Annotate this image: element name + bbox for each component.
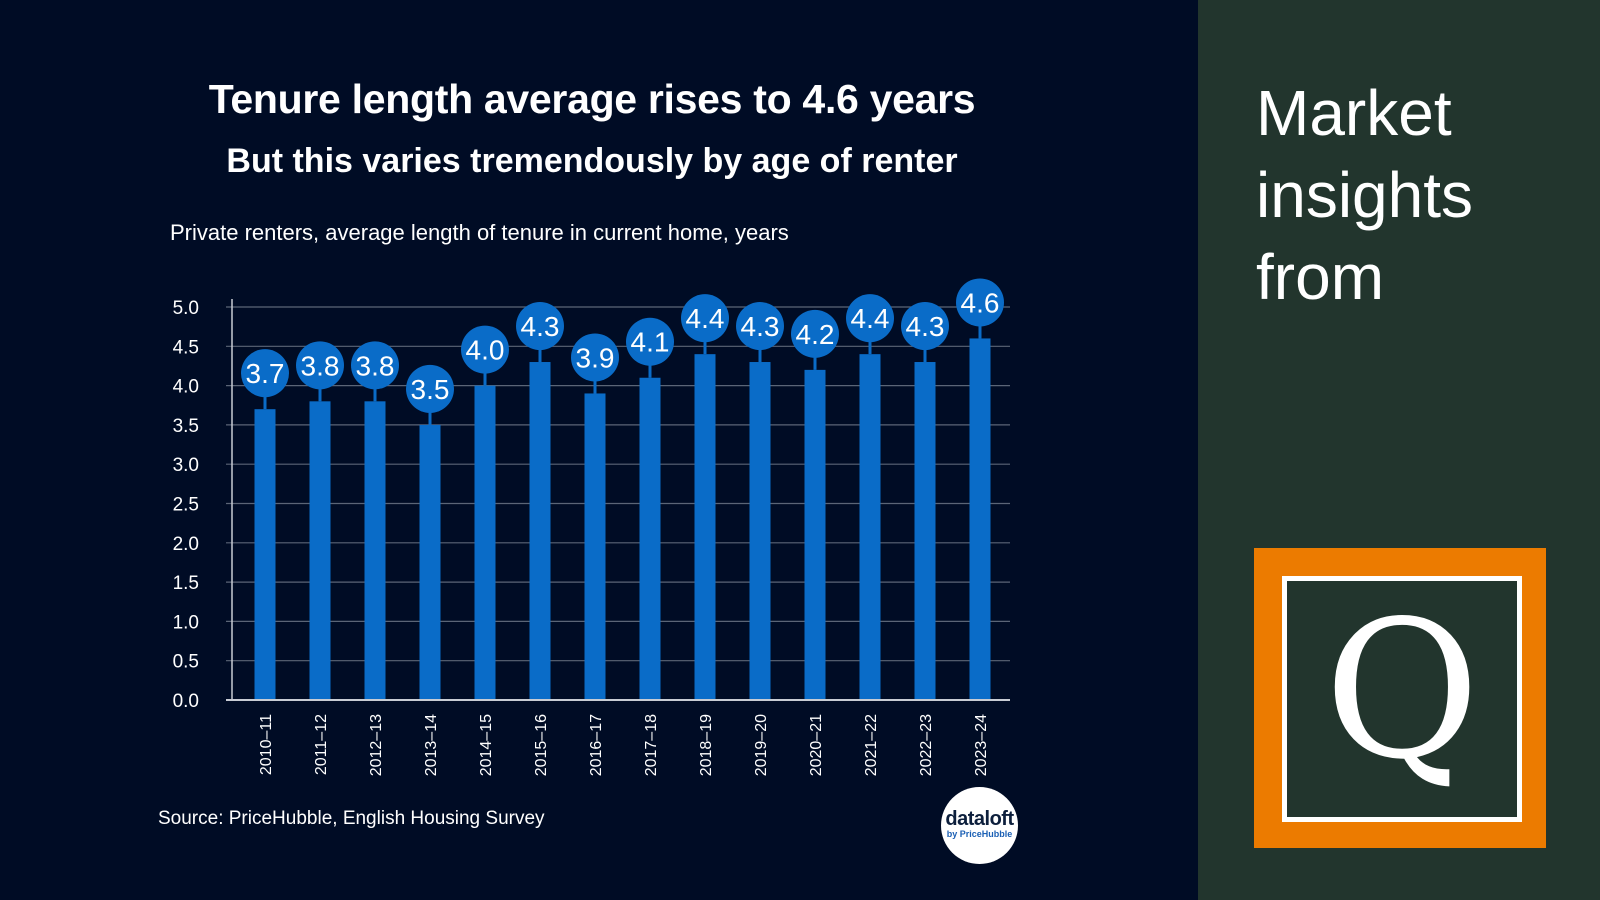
bar-label-bubble	[351, 341, 399, 390]
heading-line-3: from	[1256, 241, 1384, 313]
page-title: Tenure length average rises to 4.6 years	[208, 76, 976, 122]
bar-label-bubble	[626, 317, 674, 366]
bar-value-label: 4.3	[906, 311, 945, 342]
y-tick-label: 0.5	[173, 652, 199, 673]
bar	[309, 401, 331, 700]
y-tick-label: 5.0	[173, 298, 199, 319]
y-tick-label: 1.0	[173, 612, 199, 633]
dataloft-logo-text: dataloft	[945, 808, 1014, 830]
bar-value-label: 3.5	[411, 374, 450, 405]
bar	[419, 424, 441, 700]
y-tick-label: 4.5	[173, 337, 199, 358]
x-tick-label: 2014–15	[478, 714, 495, 776]
bar-label-bubble	[461, 325, 509, 374]
y-tick-label: 0.0	[173, 691, 199, 712]
bar	[749, 362, 771, 700]
bar-value-label: 3.9	[576, 342, 615, 373]
dataloft-logo-subtext: by PriceHubble	[946, 829, 1013, 839]
bar-label-bubble	[571, 333, 619, 382]
heading-line-2: insights	[1256, 159, 1473, 231]
dataloft-logo: dataloft by PriceHubble	[941, 787, 1018, 864]
bar-value-label: 3.8	[356, 350, 395, 381]
chart-title: Private renters, average length of tenur…	[170, 220, 789, 245]
bar-value-label: 4.6	[961, 287, 1000, 318]
bar	[364, 401, 386, 700]
q-logo: Q	[1254, 548, 1546, 848]
x-tick-label: 2018–19	[698, 714, 715, 776]
bar-label-bubble	[516, 302, 564, 351]
x-tick-label: 2013–14	[423, 714, 440, 776]
x-tick-label: 2015–16	[533, 714, 550, 776]
x-tick-label: 2021–22	[863, 714, 880, 776]
bar-label-bubble	[791, 309, 839, 358]
bar-value-label: 4.4	[686, 303, 725, 334]
bar	[969, 338, 991, 700]
bar	[859, 354, 881, 700]
chart-panel: Tenure length average rises to 4.6 years…	[158, 76, 1018, 864]
heading-line-1: Market	[1256, 77, 1452, 149]
y-tick-label: 4.0	[173, 377, 199, 398]
x-tick-label: 2017–18	[643, 714, 660, 776]
x-tick-label: 2010–11	[258, 714, 275, 775]
y-tick-label: 3.5	[173, 416, 199, 437]
bar	[584, 393, 606, 700]
bar-value-label: 4.3	[741, 311, 780, 342]
bar-value-label: 3.7	[246, 358, 285, 389]
bar-value-label: 4.4	[851, 303, 890, 334]
y-tick-label: 1.5	[173, 573, 199, 594]
bar	[804, 369, 826, 700]
bar	[474, 385, 496, 700]
x-tick-label: 2011–12	[313, 714, 330, 775]
x-tick-label: 2023–24	[973, 714, 990, 776]
bar	[914, 362, 936, 700]
bar-label-bubble	[901, 302, 949, 351]
bar	[694, 354, 716, 700]
q-logo-letter: Q	[1324, 580, 1480, 801]
bar	[254, 409, 276, 700]
y-tick-label: 3.0	[173, 455, 199, 476]
page-subtitle: But this varies tremendously by age of r…	[226, 142, 958, 180]
bar-label-bubble	[956, 278, 1004, 327]
bar-value-label: 3.8	[301, 350, 340, 381]
bar-value-label: 4.3	[521, 311, 560, 342]
source-note: Source: PriceHubble, English Housing Sur…	[158, 808, 545, 829]
y-tick-label: 2.0	[173, 534, 199, 555]
bar-label-bubble	[681, 294, 729, 343]
bar	[639, 377, 661, 700]
bar-label-bubble	[241, 349, 289, 398]
bar-label-bubble	[406, 364, 454, 413]
x-tick-label: 2022–23	[918, 714, 935, 776]
x-tick-label: 2012–13	[368, 714, 385, 776]
bar-label-bubble	[736, 302, 784, 351]
x-tick-label: 2016–17	[588, 714, 605, 776]
x-tick-label: 2019–20	[753, 714, 770, 776]
bar-value-label: 4.2	[796, 319, 835, 350]
bar-value-label: 4.1	[631, 327, 670, 358]
x-tick-label: 2020–21	[808, 714, 825, 776]
market-insights-heading: Market insights from	[1256, 72, 1473, 318]
bar-label-bubble	[846, 294, 894, 343]
y-tick-label: 2.5	[173, 495, 199, 516]
bar-label-bubble	[296, 341, 344, 390]
bar	[529, 362, 551, 700]
q-logo-frame: Q	[1282, 576, 1522, 822]
bar-value-label: 4.0	[466, 335, 505, 366]
bar-chart: 0.0 0.5 1.0 1.5 2.0 2.5 3.0 3.5 4.0 4.5 5.0 3.7 2010…	[173, 278, 1010, 776]
